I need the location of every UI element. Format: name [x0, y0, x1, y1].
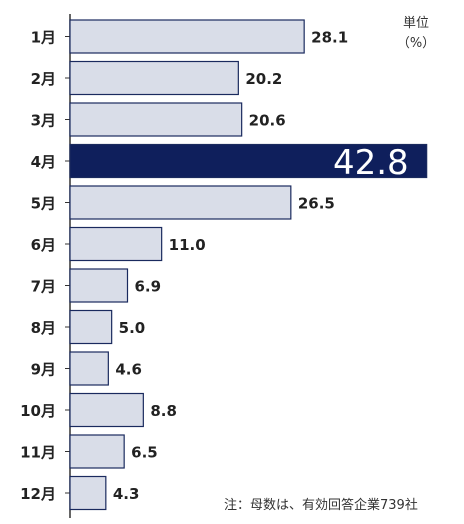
- bar: [69, 60, 239, 96]
- bar: [69, 102, 243, 137]
- category-label: 7月: [31, 278, 56, 296]
- unit-label: 単位 （%）: [386, 14, 446, 54]
- unit-label-line1: 単位: [402, 16, 429, 31]
- value-label: 6.9: [135, 278, 162, 296]
- bar: [69, 434, 125, 469]
- bar: [69, 351, 109, 386]
- bar: [69, 19, 305, 54]
- value-label: 42.8: [333, 143, 409, 183]
- bar-highlight: [69, 143, 428, 179]
- category-label: 3月: [31, 112, 56, 130]
- category-label: 1月: [31, 29, 56, 47]
- category-label: 4月: [31, 153, 56, 171]
- bar: [69, 268, 129, 303]
- category-label: 5月: [31, 195, 56, 213]
- value-label: 4.3: [113, 485, 140, 503]
- value-label: 8.8: [150, 402, 177, 420]
- category-label: 6月: [31, 236, 56, 254]
- category-label: 8月: [31, 319, 56, 337]
- value-label: 4.6: [115, 361, 142, 379]
- unit-label-line2: （%）: [396, 36, 436, 51]
- value-label: 20.6: [249, 112, 286, 130]
- footnote: 注：母数は、有効回答企業739社: [224, 498, 418, 513]
- bar: [69, 475, 107, 511]
- value-label: 26.5: [298, 195, 335, 213]
- value-label: 6.5: [131, 444, 158, 462]
- bar: [69, 392, 144, 428]
- category-label: 10月: [20, 402, 56, 420]
- bar: [69, 185, 292, 220]
- value-label: 20.2: [245, 70, 282, 88]
- category-label: 2月: [31, 70, 56, 88]
- category-label: 9月: [31, 361, 56, 379]
- value-label: 11.0: [169, 236, 206, 254]
- bar: [69, 226, 163, 262]
- value-label: 28.1: [311, 29, 348, 47]
- category-label: 12月: [20, 485, 56, 503]
- category-label: 11月: [20, 444, 56, 462]
- bar: [69, 309, 113, 345]
- value-label: 5.0: [119, 319, 146, 337]
